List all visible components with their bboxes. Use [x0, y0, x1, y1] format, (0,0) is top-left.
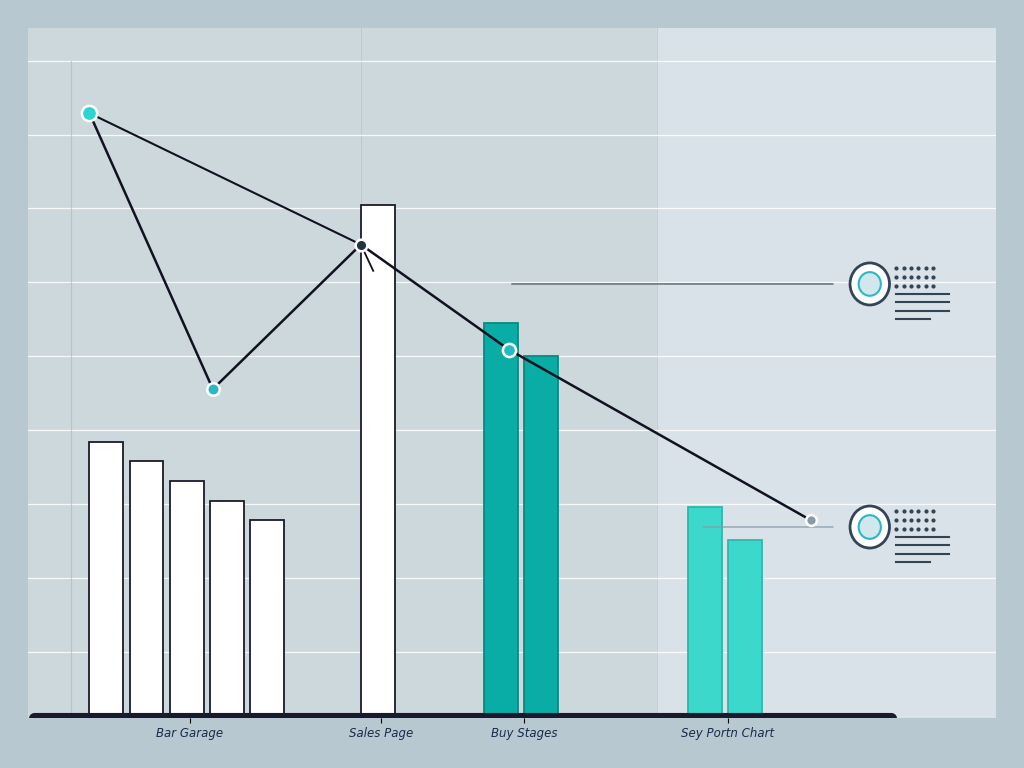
Point — [896, 270, 912, 283]
Point — [888, 523, 904, 535]
Point — [888, 261, 904, 273]
Point — [888, 280, 904, 292]
Point — [925, 505, 941, 517]
Point — [903, 505, 920, 517]
Point — [896, 523, 912, 535]
Point — [918, 270, 934, 283]
Bar — [728, 540, 762, 717]
Bar — [210, 501, 244, 717]
Point — [903, 523, 920, 535]
Point — [925, 280, 941, 292]
Point — [888, 514, 904, 526]
Point — [803, 515, 819, 527]
Point — [910, 505, 927, 517]
Bar — [657, 28, 996, 717]
Point — [910, 270, 927, 283]
Point — [925, 270, 941, 283]
Point — [888, 505, 904, 517]
Point — [903, 514, 920, 526]
Point — [896, 261, 912, 273]
Point — [896, 505, 912, 517]
Bar — [688, 508, 722, 717]
Point — [910, 261, 927, 273]
Bar — [89, 442, 123, 717]
Point — [205, 383, 221, 396]
Bar — [484, 323, 518, 717]
Point — [888, 270, 904, 283]
Point — [910, 523, 927, 535]
Point — [896, 280, 912, 292]
Point — [918, 514, 934, 526]
Point — [918, 261, 934, 273]
Bar — [250, 521, 284, 717]
Bar — [360, 205, 395, 717]
Point — [501, 343, 517, 356]
Point — [352, 238, 369, 250]
Point — [918, 280, 934, 292]
Circle shape — [859, 515, 881, 539]
Point — [896, 514, 912, 526]
Point — [918, 523, 934, 535]
Point — [910, 514, 927, 526]
Point — [903, 280, 920, 292]
Point — [918, 505, 934, 517]
Point — [925, 514, 941, 526]
Bar — [130, 462, 164, 717]
Point — [925, 523, 941, 535]
Bar — [524, 356, 558, 717]
Circle shape — [850, 506, 890, 548]
Point — [903, 261, 920, 273]
Point — [910, 280, 927, 292]
Point — [925, 261, 941, 273]
Circle shape — [850, 263, 890, 305]
Point — [903, 270, 920, 283]
Circle shape — [859, 272, 881, 296]
Point — [81, 107, 97, 119]
Bar — [170, 481, 204, 717]
